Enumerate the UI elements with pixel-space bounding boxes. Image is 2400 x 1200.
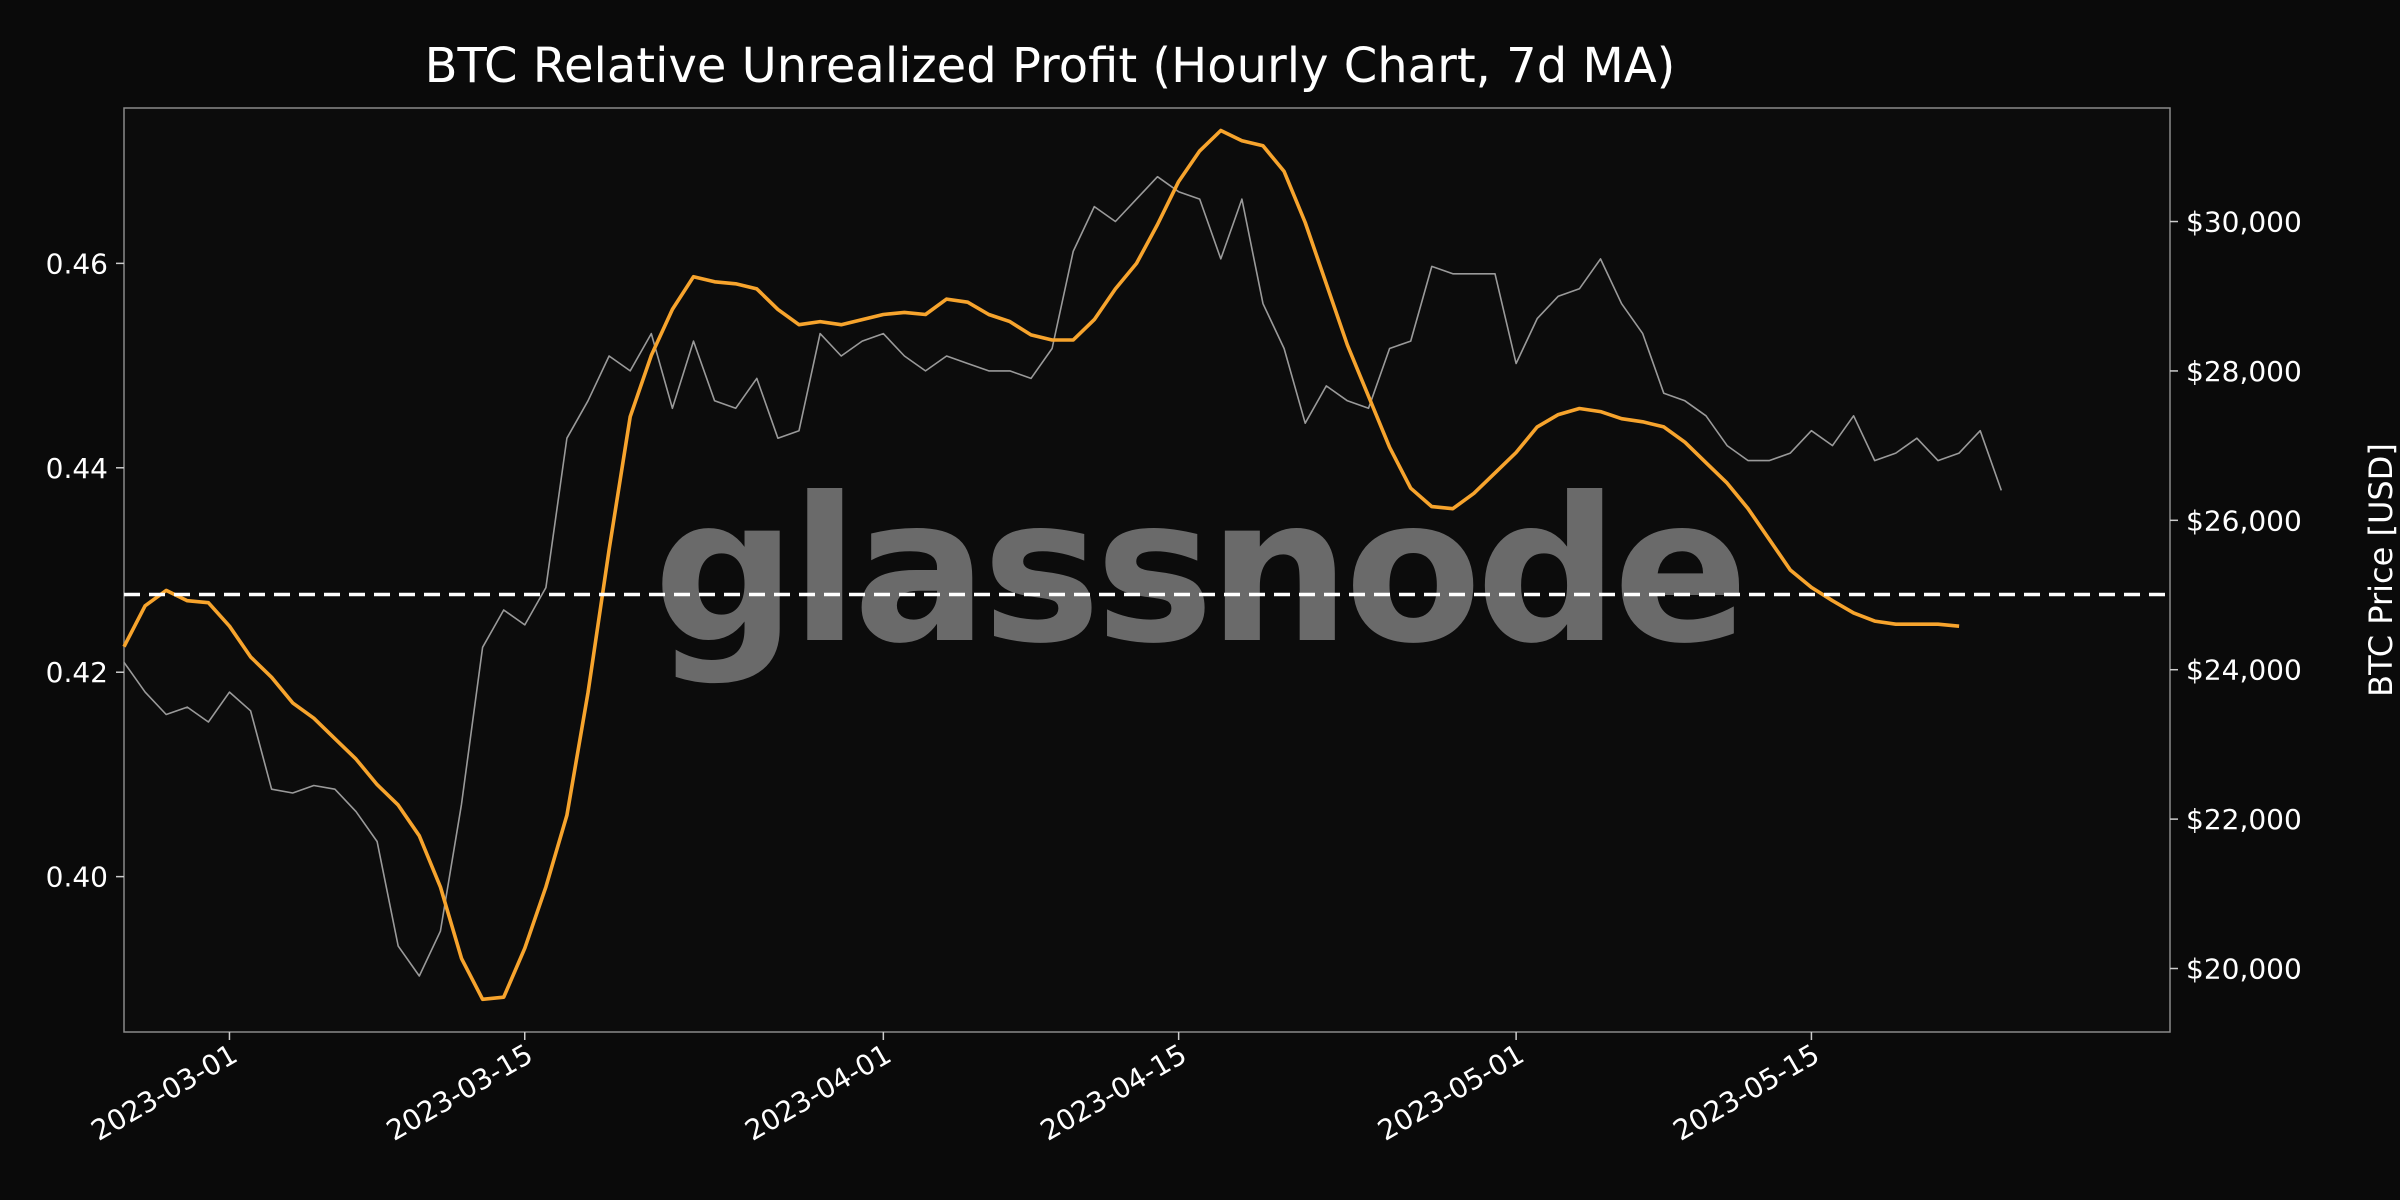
left-tick-label: 0.44: [46, 452, 108, 485]
x-tick-label: 2023-04-01: [739, 1037, 896, 1147]
plot-area: [123, 107, 2171, 1033]
right-tick-label: $30,000: [2186, 206, 2302, 239]
right-axis: $20,000 $22,000 $24,000 $26,000 $28,000 $30,0…: [2170, 206, 2302, 986]
x-axis: 2023-03-01 2023-03-15 2023-04-01 2023-04-15…: [86, 1032, 1825, 1147]
left-tick-label: 0.46: [46, 247, 108, 280]
x-tick-label: 2023-03-15: [381, 1037, 538, 1147]
x-tick-label: 2023-04-15: [1035, 1037, 1192, 1147]
watermark: glassnode: [653, 455, 1742, 688]
y-axis-label-right: BTC Price [USD]: [2362, 443, 2400, 697]
left-tick-label: 0.42: [46, 656, 108, 689]
right-tick-label: $26,000: [2186, 504, 2302, 537]
left-tick-label: 0.40: [46, 861, 108, 894]
left-axis: 0.40 0.42 0.44 0.46: [46, 247, 124, 894]
right-tick-label: $28,000: [2186, 355, 2302, 388]
x-tick-label: 2023-05-01: [1372, 1037, 1529, 1147]
relative-unrealized-profit-line: [122, 128, 1960, 1002]
x-tick-label: 2023-05-15: [1667, 1037, 1824, 1147]
right-tick-label: $20,000: [2186, 953, 2302, 986]
btc-price-line: [123, 175, 2003, 977]
right-tick-label: $24,000: [2186, 654, 2302, 687]
chart-title: BTC Relative Unrealized Profit (Hourly C…: [425, 38, 1676, 94]
series-group: [122, 128, 2003, 1002]
right-tick-label: $22,000: [2186, 803, 2302, 836]
x-tick-label: 2023-03-01: [86, 1037, 243, 1147]
